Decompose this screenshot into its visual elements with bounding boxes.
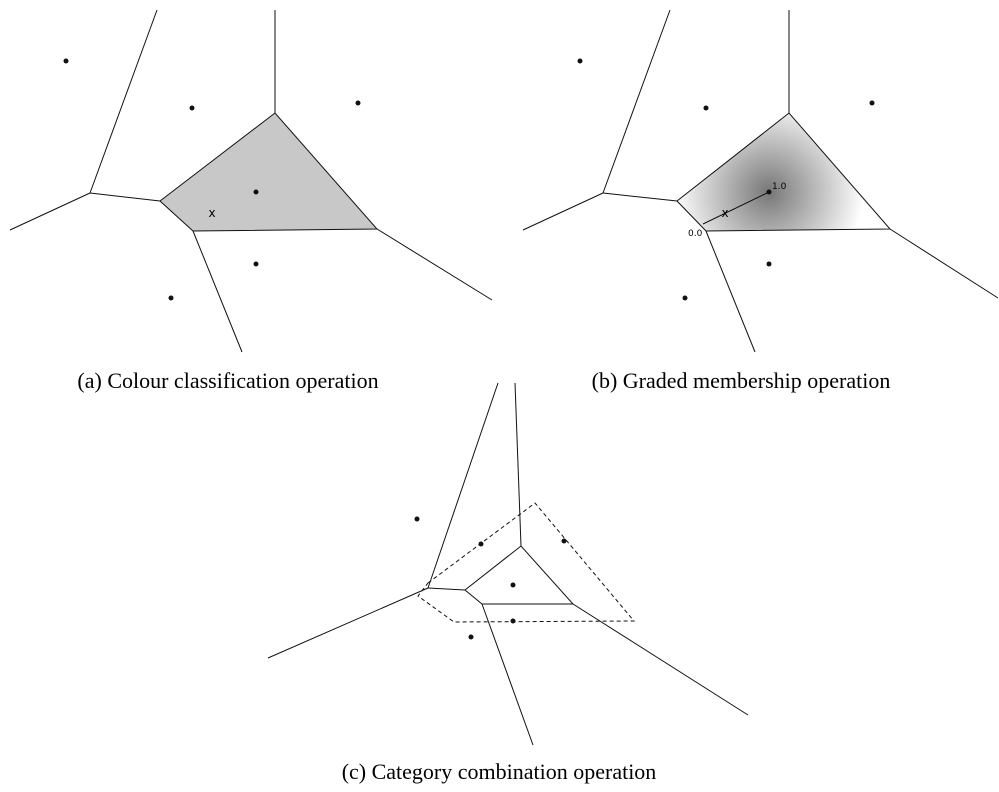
point — [468, 634, 474, 640]
caption: (c) Category combination operation — [342, 759, 657, 784]
point — [561, 538, 567, 544]
panel-c: (c) Category combination operation — [267, 382, 749, 784]
edge — [267, 587, 429, 659]
edge — [89, 192, 161, 202]
edge — [89, 9, 158, 194]
marker: x — [721, 206, 728, 220]
inner-region — [464, 545, 575, 605]
point — [414, 516, 420, 522]
point — [510, 582, 516, 588]
edge — [705, 230, 756, 353]
combined-region — [417, 502, 636, 623]
panel-a: x (a) Colour classification operation — [9, 9, 493, 393]
region — [159, 112, 379, 232]
edge — [514, 382, 522, 547]
panel-b: x 0.0 1.0 (b) Graded membership operatio… — [522, 9, 999, 393]
point — [63, 58, 69, 64]
edge — [192, 230, 243, 353]
point — [168, 295, 174, 301]
point — [682, 295, 688, 301]
edge — [522, 192, 604, 231]
point — [253, 189, 259, 195]
marker: x — [208, 206, 215, 220]
scale-end: 1.0 — [772, 182, 787, 192]
point — [577, 58, 583, 64]
edge — [9, 192, 91, 231]
edge — [427, 382, 499, 589]
caption: (a) Colour classification operation — [77, 368, 378, 393]
membership-line — [702, 191, 770, 225]
point — [703, 105, 709, 111]
point — [189, 105, 195, 111]
point — [869, 100, 875, 106]
point — [355, 100, 361, 106]
edge — [481, 603, 534, 746]
scale-start: 0.0 — [688, 229, 703, 239]
edge — [376, 228, 493, 301]
point — [478, 541, 484, 547]
region — [676, 112, 892, 232]
caption: (b) Graded membership operation — [592, 368, 891, 393]
point — [766, 261, 772, 267]
edge — [602, 192, 678, 202]
edge — [427, 587, 466, 591]
edge — [572, 603, 749, 716]
point — [766, 189, 772, 195]
edge — [889, 228, 999, 299]
point — [253, 261, 259, 267]
edge — [602, 9, 671, 194]
point — [510, 618, 516, 624]
